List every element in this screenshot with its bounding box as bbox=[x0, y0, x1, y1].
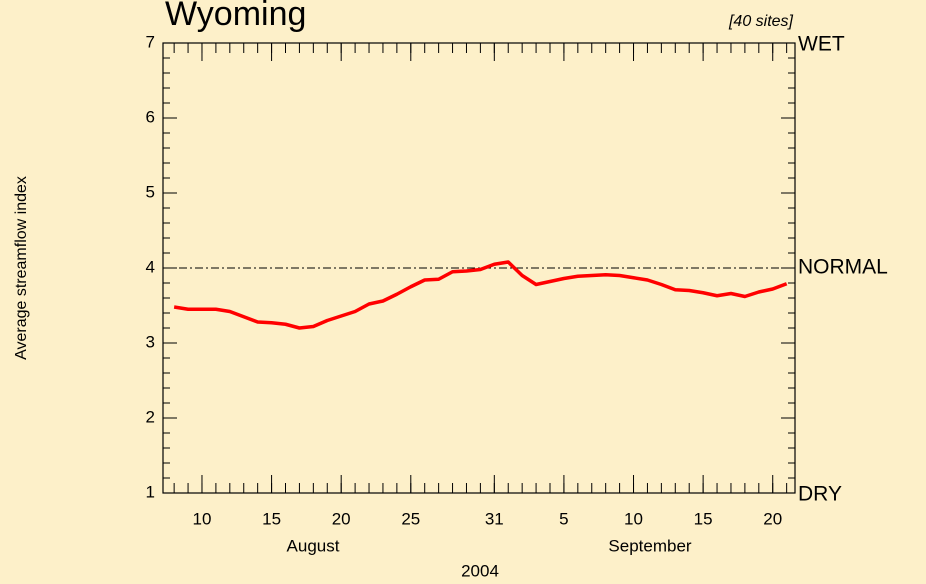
y-tick-label: 4 bbox=[146, 257, 155, 276]
right-label: WET bbox=[798, 33, 845, 56]
chart-title: Wyoming bbox=[165, 0, 306, 33]
x-tick-label: 10 bbox=[624, 509, 643, 528]
x-tick-label: 25 bbox=[401, 509, 420, 528]
x-tick-label: 10 bbox=[193, 509, 212, 528]
data-line bbox=[173, 260, 788, 330]
y-tick-label: 2 bbox=[146, 407, 155, 426]
x-tick-label: 31 bbox=[485, 509, 504, 528]
x-tick-label: 5 bbox=[559, 509, 568, 528]
y-axis-label: Average streamflow index bbox=[13, 176, 30, 360]
month-label: September bbox=[608, 536, 691, 555]
x-tick-label: 15 bbox=[694, 509, 713, 528]
x-tick-label: 15 bbox=[262, 509, 281, 528]
y-tick-label: 3 bbox=[146, 332, 155, 351]
y-tick-label: 1 bbox=[146, 482, 155, 501]
subtitle: [40 sites] bbox=[728, 13, 794, 30]
x-tick-label: 20 bbox=[332, 509, 351, 528]
y-tick-label: 6 bbox=[146, 107, 155, 126]
y-tick-label: 5 bbox=[146, 182, 155, 201]
x-tick-label: 20 bbox=[763, 509, 782, 528]
x-axis-label: 2004 bbox=[461, 561, 499, 580]
right-label: DRY bbox=[798, 483, 842, 506]
month-label: August bbox=[287, 536, 340, 555]
y-tick-label: 7 bbox=[146, 32, 155, 51]
right-label: NORMAL bbox=[798, 256, 888, 279]
